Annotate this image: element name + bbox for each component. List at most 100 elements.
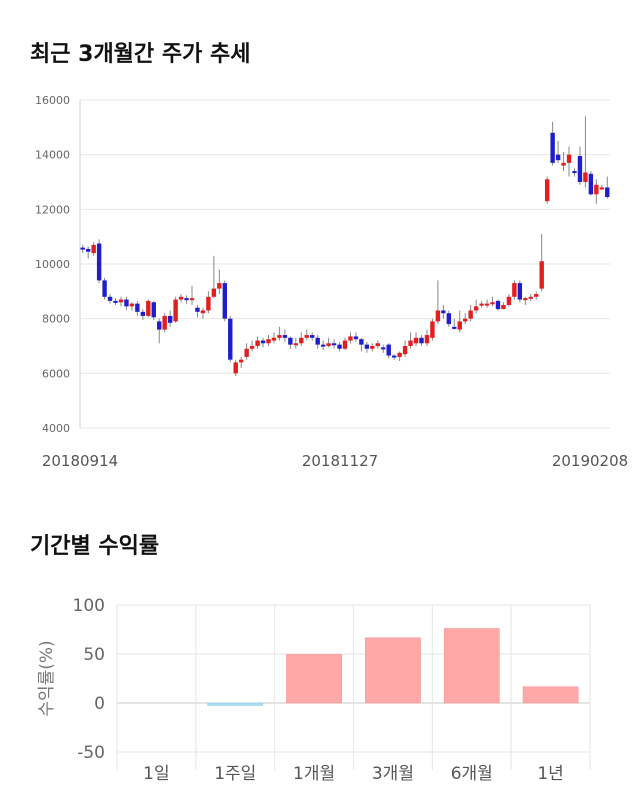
candle-body xyxy=(555,154,561,161)
candle-body xyxy=(424,335,430,344)
candle-body xyxy=(304,335,309,338)
y-tick-label: 16000 xyxy=(35,94,70,107)
candle-body xyxy=(463,318,468,322)
x-category-label: 1년 xyxy=(537,764,563,784)
return-bar xyxy=(286,654,342,704)
candle-body xyxy=(195,307,200,312)
candle-body xyxy=(391,355,397,358)
candle-body xyxy=(397,352,402,357)
candle-body xyxy=(271,337,277,341)
candle-body xyxy=(299,337,304,344)
candle-body xyxy=(605,187,610,198)
candle-body xyxy=(277,335,282,338)
candle-body xyxy=(550,132,555,163)
candle-body xyxy=(468,310,473,319)
candle-body xyxy=(157,321,162,330)
candle-body xyxy=(452,326,457,329)
candle-body xyxy=(255,340,260,346)
candle-body xyxy=(167,315,173,323)
y-tick-label: 12000 xyxy=(35,203,70,216)
candle-body xyxy=(446,313,452,325)
candle-body xyxy=(113,300,118,303)
y-tick-label: 50 xyxy=(83,645,105,665)
candle-body xyxy=(348,336,353,341)
candle-body xyxy=(288,337,293,345)
return-bar xyxy=(365,637,421,704)
y-tick-label: 0 xyxy=(94,694,105,714)
candle-body xyxy=(178,296,184,300)
candle-body xyxy=(200,310,206,314)
x-category-label: 1일 xyxy=(143,764,169,784)
candle-body xyxy=(266,339,271,344)
candle-body xyxy=(342,340,348,349)
candle-body xyxy=(375,343,380,346)
candle-body xyxy=(85,248,91,252)
y-tick-label: 100 xyxy=(73,596,105,616)
candle-body xyxy=(534,294,539,297)
candle-body xyxy=(588,173,594,195)
candle-body xyxy=(561,162,566,166)
candle-body xyxy=(495,300,501,310)
returns-bar-chart: 100 50 0 -50 1일 1주일 1개월 3개월 6개월 1년 수익률(%) xyxy=(37,596,591,784)
candle-body xyxy=(124,299,129,307)
candle-body xyxy=(517,283,523,300)
candle-body xyxy=(129,303,135,307)
candle-body xyxy=(599,187,605,190)
candle-body xyxy=(238,359,244,363)
candle-body xyxy=(233,362,238,374)
candle-body xyxy=(364,344,370,349)
candle-body xyxy=(544,179,550,202)
candle-body xyxy=(162,315,167,330)
candle-body xyxy=(583,172,588,182)
candle-body xyxy=(435,310,441,322)
candle-body xyxy=(402,346,408,355)
x-category-label: 1주일 xyxy=(214,764,256,784)
candle-body xyxy=(189,298,195,301)
candle-body xyxy=(80,247,85,250)
candle-body xyxy=(381,347,386,350)
candlestick-chart: 4000 6000 8000 10000 12000 14000 16000 20180914… xyxy=(35,94,628,470)
candle-body xyxy=(473,306,479,311)
candle-body xyxy=(184,298,189,301)
y-tick-label: 14000 xyxy=(35,149,70,162)
candle-body xyxy=(217,283,222,289)
candle-body xyxy=(320,344,326,347)
candle-body xyxy=(419,337,424,344)
candle-body xyxy=(96,243,102,281)
candle-body xyxy=(140,311,146,316)
candle-body xyxy=(146,300,151,316)
y-tick-label: 8000 xyxy=(42,313,70,326)
y-tick-label: 4000 xyxy=(42,422,70,435)
candle-body xyxy=(228,318,233,360)
candle-body xyxy=(310,335,315,338)
candle-body xyxy=(118,299,124,303)
x-category-label: 3개월 xyxy=(372,764,414,784)
candle-body xyxy=(523,298,528,301)
candle-body xyxy=(457,321,462,330)
candle-body xyxy=(490,302,495,305)
candle-body xyxy=(353,336,359,340)
candle-body xyxy=(337,344,342,349)
candle-body xyxy=(408,340,413,346)
y-tick-label: 6000 xyxy=(42,367,70,380)
candle-body xyxy=(566,154,572,163)
candle-body xyxy=(107,296,113,301)
candle-body xyxy=(577,156,583,182)
candle-body xyxy=(293,343,299,346)
candle-body xyxy=(244,348,249,357)
candle-body xyxy=(260,340,266,344)
x-date-label: 20190208 xyxy=(552,452,628,470)
candle-body xyxy=(331,343,337,346)
candle-body xyxy=(135,303,140,312)
returns-section-title: 기간별 수익률 xyxy=(30,534,160,559)
candle-body xyxy=(413,337,419,344)
trend-section-title: 최근 3개월간 주가 추세 xyxy=(30,42,251,67)
candle-body xyxy=(479,303,484,306)
return-bar xyxy=(522,686,579,704)
x-date-label: 20180914 xyxy=(42,452,118,470)
candle-body xyxy=(386,344,391,356)
candle-body xyxy=(572,171,577,174)
y-tick-label: 10000 xyxy=(35,258,70,271)
candle-body xyxy=(282,335,288,338)
y-axis-label: 수익률(%) xyxy=(37,640,57,716)
